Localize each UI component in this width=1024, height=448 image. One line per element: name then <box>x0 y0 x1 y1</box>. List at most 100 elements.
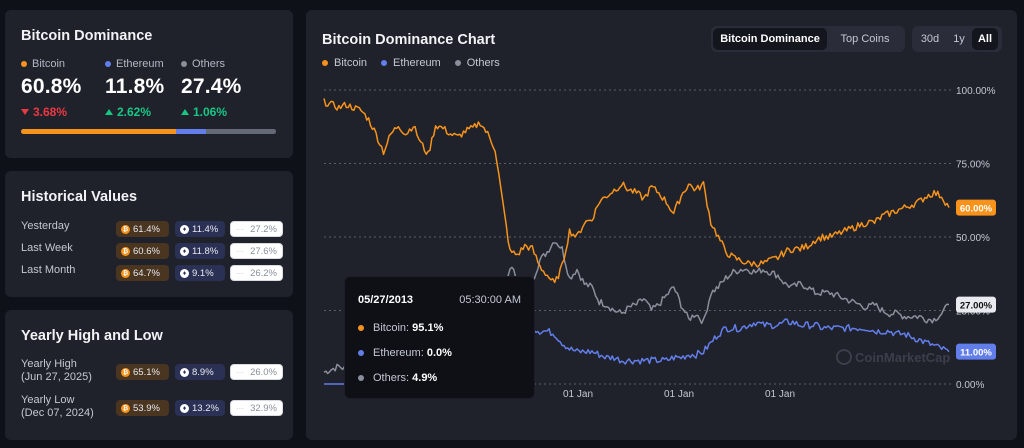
others-value: 27.6% <box>250 245 277 257</box>
bitcoin-icon: ₿ <box>121 268 130 278</box>
historical-row-last-month: Last Month ₿ 64.7% ♦ 9.1% ··· 26.2% <box>21 264 283 284</box>
row-label-main: Yearly High <box>21 358 77 370</box>
eth-value: 8.9% <box>192 366 214 378</box>
others-pill: ··· 26.2% <box>230 265 283 281</box>
row-label-date: (Jun 27, 2025) <box>21 371 92 383</box>
end-label-bg <box>956 199 996 216</box>
legend-ethereum[interactable]: Ethereum <box>381 57 441 69</box>
dominance-others-value: 27.4% <box>181 75 242 98</box>
tooltip-row-ethereum: Ethereum: 0.0% <box>358 347 452 359</box>
triangle-down-icon <box>21 109 29 115</box>
ellipsis-icon: ··· <box>236 403 244 413</box>
dominance-bar <box>21 129 276 134</box>
ethereum-icon: ♦ <box>180 246 189 256</box>
range-tabs: 30d 1y All <box>912 26 1002 52</box>
others-dot-icon <box>454 60 461 66</box>
range-30d[interactable]: 30d <box>920 33 940 45</box>
dominance-others-label: Others <box>192 58 226 70</box>
others-value: 26.0% <box>250 366 277 378</box>
btc-pill: ₿ 60.6% <box>116 243 169 259</box>
legend-others[interactable]: Others <box>454 57 500 69</box>
tooltip-date: 05/27/2013 <box>358 294 414 306</box>
btc-pill: ₿ 64.7% <box>116 265 169 281</box>
others-value: 26.2% <box>250 267 277 279</box>
coinmarketcap-logo-icon <box>836 349 852 365</box>
tooltip-bitcoin-value: 95.1% <box>412 322 444 334</box>
range-1y[interactable]: 1y <box>953 33 965 45</box>
dominance-others-change: 1.06% <box>193 105 228 119</box>
row-label: Last Month <box>21 264 76 276</box>
dominance-title: Bitcoin Dominance <box>21 28 153 44</box>
btc-value: 65.1% <box>133 366 160 378</box>
end-label-bg <box>956 343 996 360</box>
eth-value: 11.8% <box>192 245 219 257</box>
dominance-card: Bitcoin Dominance Bitcoin 60.8% 3.68% Et… <box>5 10 293 158</box>
dominance-bar-ethereum <box>176 129 207 134</box>
legend-bitcoin-label: Bitcoin <box>334 57 368 69</box>
others-pill: ··· 32.9% <box>230 400 283 416</box>
tooltip-ethereum-label: Ethereum <box>373 347 421 359</box>
yearly-row-low: Yearly Low (Dec 07, 2024) ₿ 53.9% ♦ 13.2% ·… <box>21 394 283 424</box>
historical-row-yesterday: Yesterday ₿ 61.4% ♦ 11.4% ··· 27.2% <box>21 220 283 240</box>
chart-type-tabs: Bitcoin Dominance Top Coins <box>711 26 905 52</box>
eth-value: 13.2% <box>192 402 219 414</box>
others-value: 32.9% <box>250 402 277 414</box>
ethereum-icon: ♦ <box>180 224 189 234</box>
triangle-up-icon <box>105 109 113 115</box>
ethereum-dot-icon <box>381 60 388 66</box>
others-value: 27.2% <box>250 223 277 235</box>
btc-value: 61.4% <box>133 223 160 235</box>
dominance-others: Others 27.4% 1.06% <box>181 58 242 119</box>
ellipsis-icon: ··· <box>236 246 244 256</box>
coinmarketcap-watermark: CoinMarketCap <box>855 350 950 365</box>
ethereum-icon: ♦ <box>180 367 189 377</box>
bitcoin-dot-icon <box>21 61 27 67</box>
dominance-bitcoin: Bitcoin 60.8% 3.68% <box>21 58 82 119</box>
y-tick-label: 0.00% <box>956 380 984 391</box>
historical-title: Historical Values <box>21 189 138 205</box>
bitcoin-icon: ₿ <box>121 367 130 377</box>
dominance-bitcoin-value: 60.8% <box>21 75 82 98</box>
end-value-label: 11.00% <box>960 348 992 359</box>
row-label-main: Yearly Low <box>21 394 75 406</box>
x-tick-label: 01 Jan <box>563 389 593 400</box>
ethereum-icon: ♦ <box>180 268 189 278</box>
tooltip-bitcoin-label: Bitcoin <box>373 322 407 334</box>
x-tick-label: 01 Jan <box>765 389 795 400</box>
end-label-bg <box>956 296 996 313</box>
ellipsis-icon: ··· <box>236 268 244 278</box>
tab-bitcoin-dominance[interactable]: Bitcoin Dominance <box>713 28 827 50</box>
eth-pill: ♦ 9.1% <box>175 265 225 281</box>
range-all[interactable]: All <box>972 28 998 50</box>
bitcoin-icon: ₿ <box>121 403 130 413</box>
btc-value: 64.7% <box>133 267 160 279</box>
tab-top-coins[interactable]: Top Coins <box>840 33 890 45</box>
legend-ethereum-label: Ethereum <box>393 57 441 69</box>
end-value-label: 60.00% <box>960 204 993 215</box>
eth-pill: ♦ 8.9% <box>175 364 225 380</box>
ellipsis-icon: ··· <box>236 367 244 377</box>
ethereum-dot-icon <box>358 350 364 356</box>
end-value-label: 27.00% <box>960 301 993 312</box>
triangle-up-icon <box>181 109 189 115</box>
btc-pill: ₿ 53.9% <box>116 400 169 416</box>
btc-pill: ₿ 65.1% <box>116 364 169 380</box>
others-dot-icon <box>181 61 187 67</box>
eth-value: 9.1% <box>192 267 214 279</box>
bitcoin-dot-icon <box>322 60 328 66</box>
others-dot-icon <box>358 375 364 381</box>
btc-value: 60.6% <box>133 245 160 257</box>
legend-bitcoin[interactable]: Bitcoin <box>322 57 367 69</box>
chart-tooltip: 05/27/2013 05:30:00 AM Bitcoin: 95.1% Et… <box>344 276 535 399</box>
row-label: Yearly Low (Dec 07, 2024) <box>21 394 94 420</box>
ellipsis-icon: ··· <box>236 224 244 234</box>
row-label: Yearly High (Jun 27, 2025) <box>21 358 92 384</box>
dominance-bar-bitcoin <box>21 129 177 134</box>
x-tick-label: 01 Jan <box>664 389 694 400</box>
ethereum-icon: ♦ <box>180 403 189 413</box>
yearly-title: Yearly High and Low <box>21 328 163 344</box>
chart-title: Bitcoin Dominance Chart <box>322 32 496 48</box>
bitcoin-icon: ₿ <box>121 246 130 256</box>
dominance-ethereum: Ethereum 11.8% 2.62% <box>105 58 164 119</box>
